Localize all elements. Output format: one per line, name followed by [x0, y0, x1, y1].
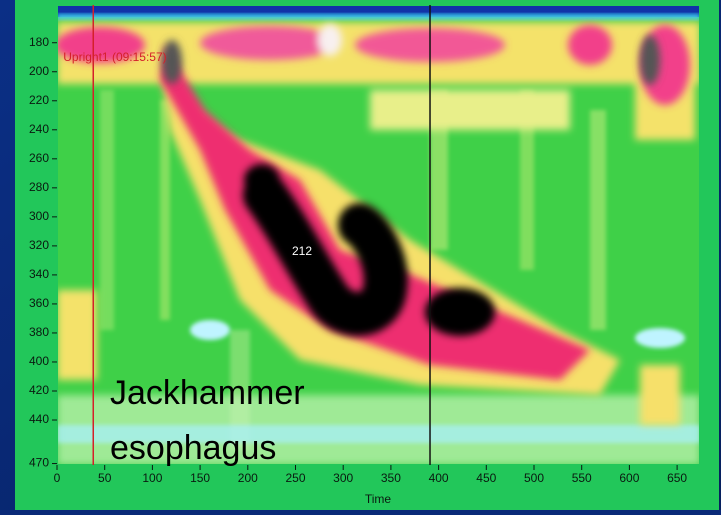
x-tick-label: 600 — [619, 471, 639, 485]
y-tick-label: 200 — [29, 64, 49, 78]
y-tick-label: 380 — [29, 325, 49, 339]
caption-line: Jackhammer — [110, 374, 305, 412]
x-tick-label: 50 — [98, 471, 112, 485]
x-tick-label: 100 — [142, 471, 162, 485]
x-tick-label: 0 — [54, 471, 61, 485]
y-tick-label: 220 — [29, 93, 49, 107]
x-tick-label: 250 — [285, 471, 305, 485]
marker-label: Upright1 (09:15:57) — [63, 50, 166, 64]
x-axis-label: Time — [365, 492, 392, 506]
y-tick-label: 300 — [29, 209, 49, 223]
x-tick-label: 650 — [667, 471, 687, 485]
chart: Time Jackhammer esophagus 0 50 100 150 200 25… — [0, 0, 721, 510]
y-tick-label: 260 — [29, 151, 49, 165]
x-tick-label: 350 — [381, 471, 401, 485]
y-tick-label: 340 — [29, 267, 49, 281]
x-tick-label: 550 — [572, 471, 592, 485]
y-tick-label: 470 — [29, 456, 49, 470]
y-tick-label: 180 — [29, 35, 49, 49]
y-tick-label: 240 — [29, 122, 49, 136]
x-tick-label: 150 — [190, 471, 210, 485]
y-tick-label: 420 — [29, 383, 49, 397]
x-tick-label: 300 — [333, 471, 353, 485]
y-tick-label: 400 — [29, 354, 49, 368]
x-tick-label: 400 — [429, 471, 449, 485]
x-tick-label: 500 — [524, 471, 544, 485]
caption-line: esophagus — [110, 429, 276, 467]
y-tick-label: 320 — [29, 238, 49, 252]
y-tick-label: 440 — [29, 412, 49, 426]
x-tick-label: 450 — [476, 471, 496, 485]
x-tick-label: 200 — [238, 471, 258, 485]
y-tick-label: 280 — [29, 180, 49, 194]
annotation: 212 — [292, 244, 312, 258]
y-tick-label: 360 — [29, 296, 49, 310]
